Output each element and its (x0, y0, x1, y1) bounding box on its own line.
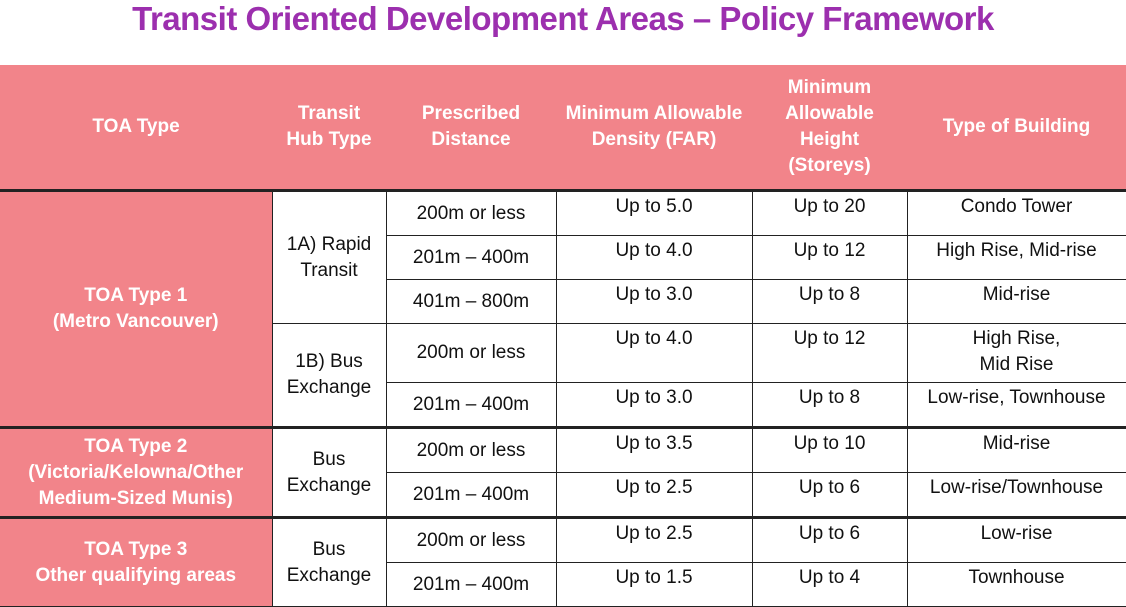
hub-type-cell: 1B) Bus Exchange (271, 323, 387, 428)
density-cell: Up to 3.5 (555, 426, 753, 473)
policy-table: TOA Type Transit Hub Type Prescribed Dis… (0, 65, 1126, 607)
distance-cell: 200m or less (385, 516, 557, 563)
height-cell: Up to 12 (751, 235, 908, 280)
toa-type-cell: TOA Type 3 Other qualifying areas (0, 516, 273, 607)
building-type-label: Low-rise (980, 523, 1053, 544)
hub-type-label: Exchange (286, 377, 372, 398)
density-cell: Up to 4.0 (555, 323, 753, 383)
density-cell: Up to 2.5 (555, 516, 753, 563)
building-type-label: Mid-rise (982, 433, 1051, 454)
toa-type-label: Medium-Sized Munis) (38, 487, 233, 509)
distance-cell: 201m – 400m (385, 562, 557, 607)
page-title: Transit Oriented Development Areas – Pol… (132, 0, 994, 37)
building-type-cell: High Rise, Mid Rise (906, 323, 1126, 383)
building-type-label: High Rise, (972, 328, 1061, 349)
building-type-label: Townhouse (968, 567, 1065, 588)
height-cell: Up to 8 (751, 279, 908, 324)
hub-type-label: Bus (312, 448, 346, 470)
hub-type-label: Bus (312, 538, 346, 560)
toa-type-cell: TOA Type 1 (Metro Vancouver) (0, 190, 273, 428)
table-row: TOA Type 2 (Victoria/Kelowna/Other Medium-… (0, 426, 1126, 518)
distance-cell: 201m – 400m (385, 472, 557, 518)
table-row: TOA Type 3 Other qualifying areas Bus Excha… (0, 516, 1126, 607)
density-cell: Up to 3.0 (555, 382, 753, 428)
hub-type-label: Transit (300, 259, 358, 281)
height-cell: Up to 6 (751, 516, 908, 563)
building-type-label: Condo Tower (960, 196, 1073, 217)
building-type-cell: Townhouse (906, 562, 1126, 607)
toa-type-cell: TOA Type 2 (Victoria/Kelowna/Other Medium-… (0, 426, 273, 518)
distance-cell: 200m or less (385, 426, 557, 473)
building-type-label: High Rise, Mid-rise (936, 240, 1097, 261)
distance-cell: 200m or less (385, 323, 557, 383)
header-row: TOA Type Transit Hub Type Prescribed Dis… (0, 65, 1126, 192)
header-hub-type: Transit Hub Type (272, 65, 386, 192)
header-density: Minimum Allowable Density (FAR) (556, 65, 752, 192)
height-cell: Up to 4 (751, 562, 908, 607)
building-type-cell: Mid-rise (906, 279, 1126, 324)
hub-type-cell: Bus Exchange (271, 426, 387, 518)
height-cell: Up to 10 (751, 426, 908, 473)
table-row: TOA Type 1 (Metro Vancouver) 1A) Rapid Tran… (0, 190, 1126, 428)
density-cell: Up to 2.5 (555, 472, 753, 518)
toa-type-label: Other qualifying areas (35, 564, 237, 586)
toa-type-label: TOA Type 2 (84, 435, 188, 457)
table-row: 401m – 800m Up to 3.0 Up to 8 Mid-rise (0, 279, 1126, 324)
toa-type-label: (Metro Vancouver) (52, 311, 219, 332)
distance-cell: 201m – 400m (385, 235, 557, 280)
hub-type-label: Exchange (286, 564, 372, 586)
height-cell: Up to 8 (751, 382, 908, 428)
height-cell: Up to 12 (751, 323, 908, 383)
header-distance: Prescribed Distance (386, 65, 556, 192)
building-type-cell: Low-rise (906, 516, 1126, 563)
building-type-cell: Low-rise, Townhouse (906, 382, 1126, 428)
building-type-cell: Condo Tower (906, 190, 1126, 236)
height-cell: Up to 20 (751, 190, 908, 236)
header-toa-type: TOA Type (0, 65, 272, 192)
density-cell: Up to 1.5 (555, 562, 753, 607)
table-row: 201m – 400m Up to 4.0 Up to 12 High Rise, M… (0, 235, 1126, 280)
hub-type-cell: Bus Exchange (271, 516, 387, 607)
toa-type-label: TOA Type 3 (84, 538, 188, 560)
building-type-cell: High Rise, Mid-rise (906, 235, 1126, 280)
building-type-label: Mid-rise (982, 284, 1051, 305)
building-type-cell: Low-rise/Townhouse (906, 472, 1126, 518)
toa-type-label: (Victoria/Kelowna/Other (28, 461, 244, 483)
table-row: 201m – 400m Up to 3.0 Up to 8 Low-rise, Tow… (0, 382, 1126, 428)
table-row: 201m – 400m Up to 2.5 Up to 6 Low-rise/Town… (0, 472, 1126, 518)
height-cell: Up to 6 (751, 472, 908, 518)
building-type-label: Mid Rise (979, 354, 1054, 375)
toa-type-label: TOA Type 1 (84, 285, 188, 306)
building-type-cell: Mid-rise (906, 426, 1126, 473)
hub-type-label: 1A) Rapid (286, 233, 372, 255)
hub-type-label: Exchange (286, 474, 372, 496)
distance-cell: 201m – 400m (385, 382, 557, 428)
building-type-label: Low-rise/Townhouse (929, 477, 1104, 498)
header-building: Type of Building (907, 65, 1126, 192)
density-cell: Up to 5.0 (555, 190, 753, 236)
hub-type-cell: 1A) Rapid Transit (271, 190, 387, 324)
hub-type-label: 1B) Bus (295, 351, 363, 372)
building-type-label: Low-rise, Townhouse (927, 387, 1106, 408)
density-cell: Up to 3.0 (555, 279, 753, 324)
distance-cell: 401m – 800m (385, 279, 557, 324)
distance-cell: 200m or less (385, 190, 557, 236)
header-height: Minimum Allowable Height (Storeys) (752, 65, 907, 192)
density-cell: Up to 4.0 (555, 235, 753, 280)
